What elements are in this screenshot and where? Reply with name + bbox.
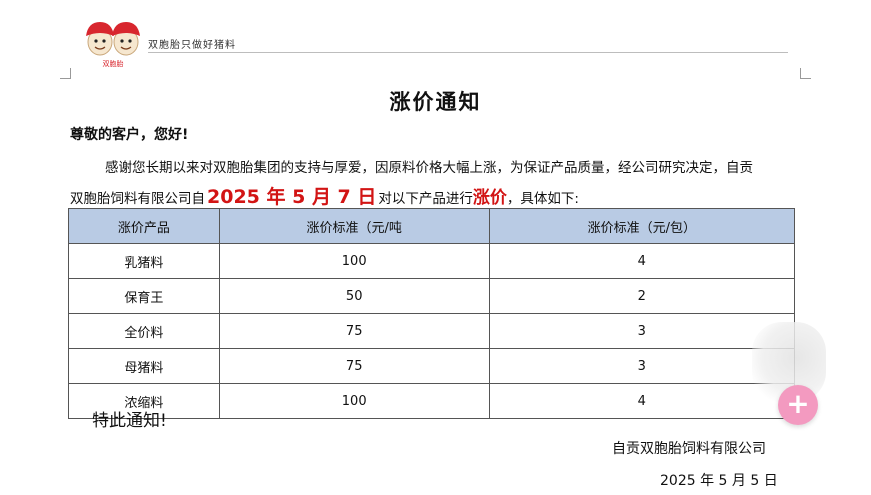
cell-per-ton: 100 (218, 243, 490, 279)
table-row: 全价料 75 3 (68, 313, 796, 349)
header-product: 涨价产品 (68, 208, 220, 244)
closing-notice: 特此通知! (92, 411, 167, 431)
document-title: 涨价通知 (389, 90, 482, 114)
cell-per-ton: 100 (218, 383, 490, 419)
cell-per-ton: 50 (218, 278, 490, 314)
crop-mark-right (800, 68, 811, 79)
price-increase-table: 涨价产品 涨价标准（元/吨 涨价标准（元/包） 乳猪料 100 4 保育王 50… (68, 208, 796, 419)
table-row: 保育王 50 2 (68, 278, 796, 314)
header-per-bag: 涨价标准（元/包） (488, 208, 796, 244)
para2-mid: 对以下产品进行 (378, 191, 473, 207)
letterhead: 双胞胎 双胞胎只做好猪料 (0, 0, 871, 79)
cell-per-bag: 2 (488, 278, 796, 314)
cell-per-bag: 3 (488, 313, 796, 349)
effective-date: 2025 年 5 月 7 日 (207, 186, 377, 208)
issuing-company: 自贡双胞胎饲料有限公司 (612, 441, 766, 457)
brand-slogan: 双胞胎只做好猪料 (148, 40, 236, 51)
table-row: 母猪料 75 3 (68, 348, 796, 384)
cell-per-ton: 75 (218, 348, 490, 384)
svg-text:双胞胎: 双胞胎 (103, 59, 124, 68)
add-button[interactable]: + (778, 385, 818, 425)
cell-product: 浓缩料 (68, 383, 220, 419)
table-row: 乳猪料 100 4 (68, 243, 796, 279)
cell-per-bag: 3 (488, 348, 796, 384)
twins-mascot-logo: 双胞胎 (86, 22, 140, 68)
cell-product: 乳猪料 (68, 243, 220, 279)
cell-per-ton: 75 (218, 313, 490, 349)
header-per-ton: 涨价标准（元/吨 (218, 208, 490, 244)
cell-product: 母猪料 (68, 348, 220, 384)
header-divider (148, 52, 788, 53)
cell-product: 全价料 (68, 313, 220, 349)
table-row: 浓缩料 100 4 (68, 383, 796, 419)
para2-prefix: 双胞胎饲料有限公司自 (70, 191, 205, 207)
cell-per-bag: 4 (488, 383, 796, 419)
cell-per-bag: 4 (488, 243, 796, 279)
table-header-row: 涨价产品 涨价标准（元/吨 涨价标准（元/包） (68, 208, 796, 244)
cell-product: 保育王 (68, 278, 220, 314)
crop-mark-left (60, 68, 71, 79)
signature-date: 2025 年 5 月 5 日 (660, 473, 778, 489)
intro-paragraph-line2: 双胞胎饲料有限公司自 2025 年 5 月 7 日对以下产品进行涨价，具体如下: (70, 182, 579, 209)
para2-suffix: ，具体如下: (506, 191, 579, 207)
price-raise-highlight: 涨价 (472, 188, 507, 208)
greeting: 尊敬的客户，您好! (70, 127, 189, 143)
intro-paragraph-line1: 感谢您长期以来对双胞胎集团的支持与厚爱，因原料价格大幅上涨，为保证产品质量，经公… (105, 160, 753, 176)
